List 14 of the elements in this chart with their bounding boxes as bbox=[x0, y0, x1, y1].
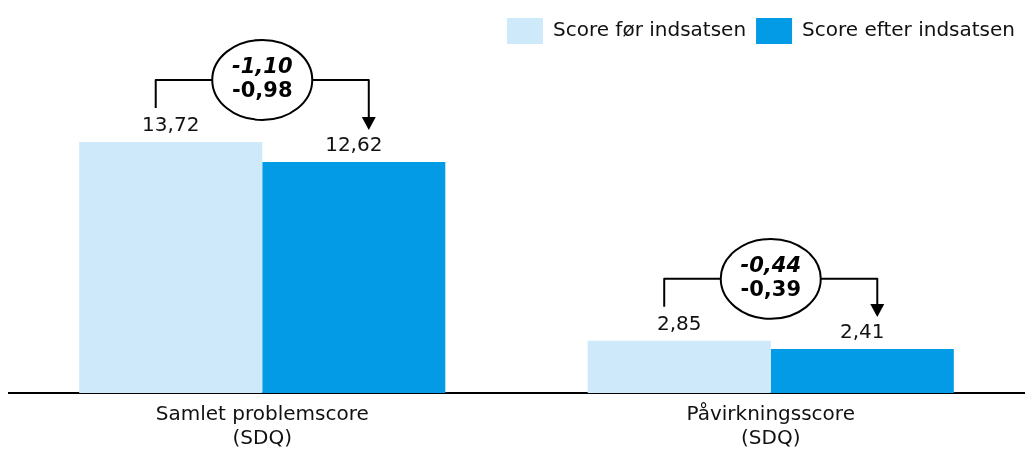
bar bbox=[79, 141, 263, 393]
data-label: 13,72 bbox=[142, 112, 200, 137]
data-label: 2,85 bbox=[656, 311, 702, 336]
x-tick-label: Påvirkningsscore (SDQ) bbox=[686, 401, 855, 450]
bar bbox=[587, 340, 771, 393]
bar bbox=[262, 162, 446, 393]
bar bbox=[770, 348, 954, 393]
data-label: 12,62 bbox=[325, 132, 383, 157]
legend-label: Score efter indsatsen bbox=[802, 17, 1016, 42]
data-label: 2,41 bbox=[840, 319, 885, 344]
annotation: -0,44 -0,39 bbox=[740, 253, 802, 302]
legend-label: Score før indsatsen bbox=[552, 17, 747, 42]
text: -1,10 -0,98 bbox=[231, 54, 293, 103]
x-tick-label: Samlet problemscore (SDQ) bbox=[155, 401, 369, 450]
